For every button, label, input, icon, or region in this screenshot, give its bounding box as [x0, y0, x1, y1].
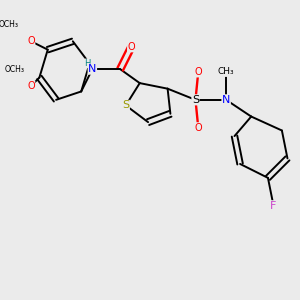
Text: S: S	[122, 100, 129, 110]
Text: O: O	[27, 81, 35, 91]
Text: O: O	[27, 36, 35, 46]
Text: OCH₃: OCH₃	[4, 65, 24, 74]
Text: S: S	[192, 95, 199, 105]
Text: N: N	[88, 64, 97, 74]
Text: CH₃: CH₃	[218, 68, 235, 76]
Text: H: H	[85, 59, 91, 68]
Text: N: N	[222, 95, 230, 105]
Text: O: O	[194, 123, 202, 133]
Text: O: O	[128, 42, 135, 52]
Text: OCH₃: OCH₃	[0, 20, 19, 29]
Text: F: F	[270, 201, 277, 211]
Text: O: O	[194, 67, 202, 77]
